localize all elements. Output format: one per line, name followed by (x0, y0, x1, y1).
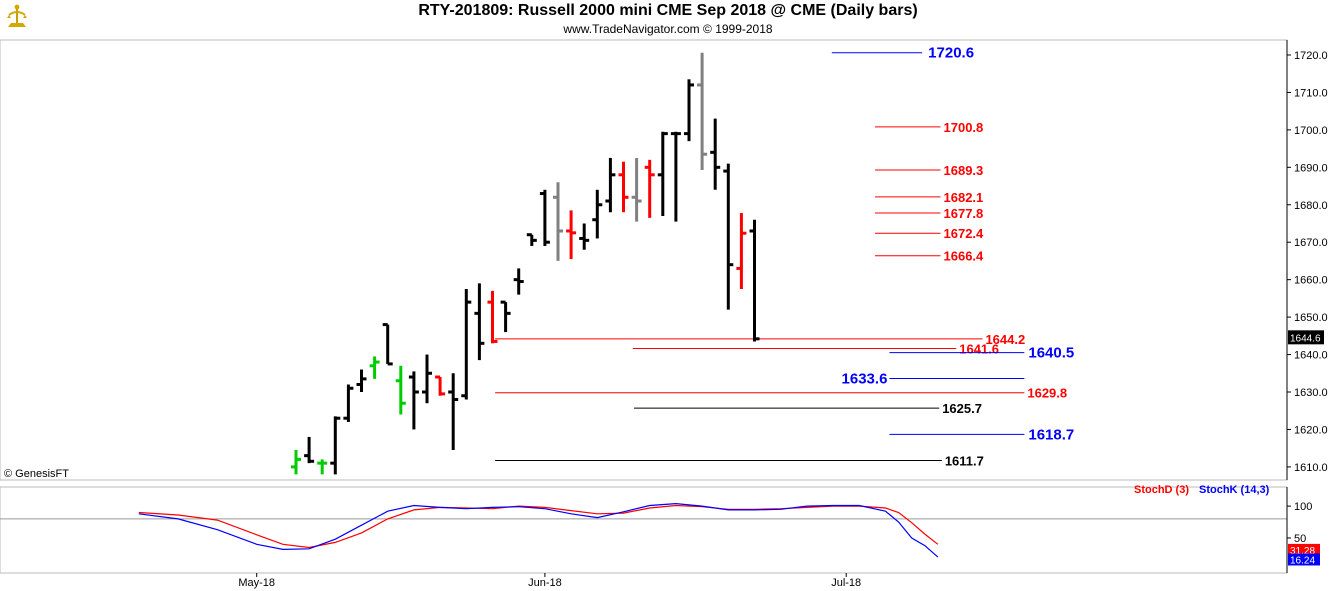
stochk-line (138, 502, 939, 558)
price-tick-label: 1680.0 (1294, 200, 1328, 212)
level-label: 1644.2 (985, 332, 1025, 347)
stochk-badge (1288, 553, 1320, 566)
level-label: 1689.3 (944, 163, 984, 178)
level-label: 1677.8 (944, 206, 984, 221)
level-label: 1629.8 (1027, 386, 1067, 401)
price-tick-label: 1660.0 (1294, 275, 1328, 287)
stochd-badge (1288, 543, 1320, 556)
price-tick-label: 1610.0 (1294, 462, 1328, 474)
price-tick-label: 1650.0 (1294, 312, 1328, 324)
price-tick-label: 1670.0 (1294, 237, 1328, 249)
price-bars (291, 52, 760, 475)
stochastic-panel (0, 486, 1288, 574)
price-tick-label: 1710.0 (1294, 87, 1328, 99)
price-tick-label: 1620.0 (1294, 424, 1328, 436)
stoch-tick-label: 50 (1294, 533, 1306, 545)
data-credit: © GenesisFT (4, 468, 69, 480)
level-label: 1682.1 (944, 190, 984, 205)
level-label: 1640.5 (1028, 345, 1074, 362)
date-tick-label: Jun-18 (528, 577, 562, 589)
date-axis: May-18 Jun-18 Jul-18 (238, 573, 861, 589)
level-label: 1666.4 (944, 249, 985, 264)
level-label: 1641.6 (959, 342, 999, 357)
stoch-tick-label: 100 (1294, 501, 1312, 513)
genesis-logo-icon (7, 4, 27, 27)
chart-title: RTY-201809: Russell 2000 mini CME Sep 20… (418, 2, 918, 19)
price-panel (0, 39, 1288, 481)
price-tick-label: 1690.0 (1294, 162, 1328, 174)
date-tick-label: May-18 (238, 577, 275, 589)
stochk-value: 16.24 (1290, 555, 1315, 566)
stochk-legend: StochK (14,3) (1199, 484, 1270, 496)
stochastic-lines (138, 502, 939, 558)
level-label: 1633.6 (842, 371, 888, 388)
level-label: 1700.8 (944, 120, 984, 135)
date-tick-label: Jul-18 (831, 577, 861, 589)
level-label: 1720.6 (928, 45, 974, 62)
price-tick-label: 1700.0 (1294, 125, 1328, 137)
last-price-badge (1288, 330, 1324, 345)
last-price-value: 1644.6 (1290, 333, 1321, 344)
chart-subtitle: www.TradeNavigator.com © 1999-2018 (563, 22, 773, 36)
level-label: 1672.4 (944, 226, 985, 241)
level-label: 1625.7 (942, 401, 982, 416)
stochastic-axis: 50 100 (0, 487, 1312, 573)
price-tick-label: 1720.0 (1294, 50, 1328, 62)
level-label: 1618.7 (1028, 426, 1074, 443)
price-tick-label: 1640.0 (1294, 350, 1328, 362)
price-tick-label: 1630.0 (1294, 387, 1328, 399)
price-axis: 1610.0 1620.0 1630.0 1640.0 1650.0 1660.0 1670… (1286, 40, 1328, 480)
stochd-legend: StochD (3) (1134, 484, 1189, 496)
level-label: 1611.7 (945, 454, 984, 469)
stochd-value: 31.28 (1290, 546, 1315, 557)
